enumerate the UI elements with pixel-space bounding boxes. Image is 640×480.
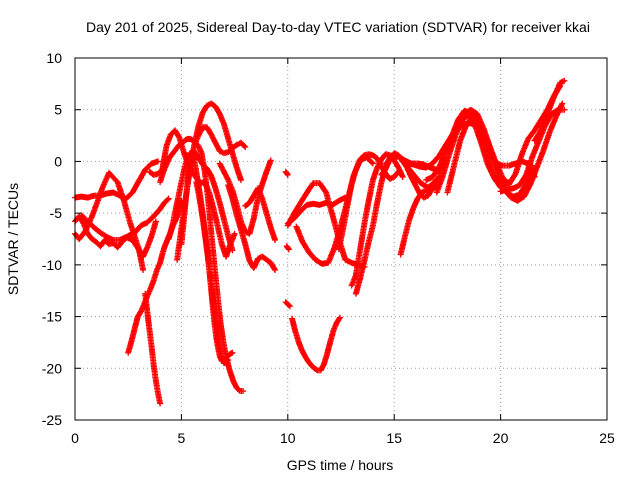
axis-ticks: 0 5 10 15 20 25 10 5 0 -5 -10 -15 -20 -25 bbox=[42, 50, 615, 446]
data-point-markers bbox=[142, 290, 164, 407]
series-track-23 bbox=[293, 154, 376, 267]
y-tick-label: 5 bbox=[54, 102, 62, 118]
x-tick-label: 5 bbox=[178, 430, 186, 446]
y-tick-label: 10 bbox=[46, 50, 62, 66]
series-track-15 bbox=[225, 182, 279, 274]
series-track-17 bbox=[282, 168, 291, 178]
y-tick-label: -5 bbox=[50, 205, 63, 221]
data-point-markers bbox=[348, 151, 406, 289]
y-tick-label: -10 bbox=[42, 257, 62, 273]
series-track-12 bbox=[191, 124, 249, 157]
series-track-18 bbox=[283, 243, 292, 253]
chart-title: Day 201 of 2025, Sidereal Day-to-day VTE… bbox=[86, 19, 590, 35]
y-tick-label: -15 bbox=[42, 309, 62, 325]
series-track-04 bbox=[78, 212, 147, 274]
data-point-markers bbox=[293, 154, 376, 267]
data-point-markers bbox=[283, 243, 292, 253]
series-track-25 bbox=[348, 151, 406, 289]
x-tick-label: 0 bbox=[71, 430, 79, 446]
series-track-06 bbox=[142, 290, 164, 407]
data-point-markers bbox=[191, 124, 249, 157]
data-point-markers bbox=[531, 77, 568, 144]
y-axis-label: SDTVAR / TECUs bbox=[5, 183, 21, 295]
y-tick-label: 0 bbox=[54, 153, 62, 169]
data-point-markers bbox=[242, 185, 279, 244]
data-series bbox=[72, 77, 568, 407]
x-tick-label: 20 bbox=[493, 430, 509, 446]
y-tick-label: -25 bbox=[42, 412, 62, 428]
data-point-markers bbox=[289, 314, 343, 374]
data-point-markers bbox=[157, 135, 247, 395]
x-tick-label: 10 bbox=[280, 430, 296, 446]
x-axis-label: GPS time / hours bbox=[287, 457, 394, 473]
data-point-markers bbox=[225, 182, 279, 274]
series-track-20 bbox=[289, 314, 343, 374]
data-point-markers bbox=[78, 212, 147, 274]
series-track-19 bbox=[282, 299, 293, 310]
plot-border bbox=[74, 57, 608, 421]
data-point-markers bbox=[282, 168, 291, 178]
series-track-13 bbox=[193, 179, 232, 367]
series-track-29 bbox=[397, 155, 447, 258]
x-tick-label: 15 bbox=[386, 430, 402, 446]
y-tick-label: -20 bbox=[42, 360, 62, 376]
x-tick-label: 25 bbox=[599, 430, 615, 446]
series-track-16 bbox=[242, 185, 279, 244]
data-point-markers bbox=[282, 299, 293, 310]
data-point-markers bbox=[397, 155, 447, 258]
series-track-08 bbox=[157, 135, 247, 395]
data-point-markers bbox=[193, 179, 232, 367]
series-track-36 bbox=[531, 77, 568, 144]
